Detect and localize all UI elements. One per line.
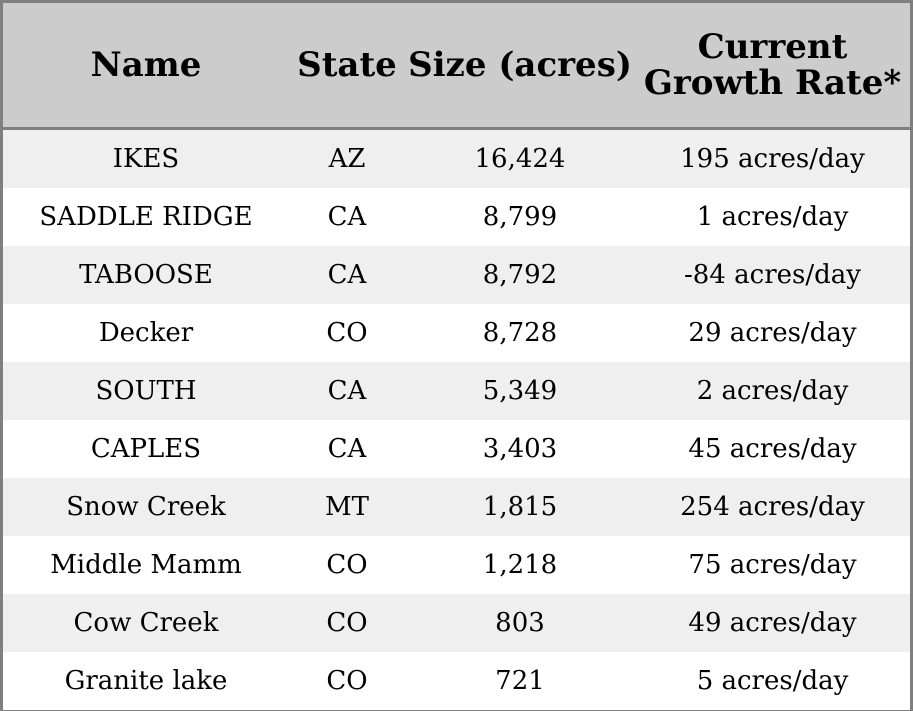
table-row: TABOOSE CA 8,792 -84 acres/day <box>3 246 910 304</box>
cell-name: Snow Creek <box>3 478 289 536</box>
cell-size: 8,799 <box>405 188 635 246</box>
cell-size: 1,218 <box>405 536 635 594</box>
table-row: Middle Mamm CO 1,218 75 acres/day <box>3 536 910 594</box>
table-row: IKES AZ 16,424 195 acres/day <box>3 128 910 188</box>
cell-name: CAPLES <box>3 420 289 478</box>
table-row: SOUTH CA 5,349 2 acres/day <box>3 362 910 420</box>
cell-name: Granite lake <box>3 652 289 710</box>
cell-name: Middle Mamm <box>3 536 289 594</box>
cell-state: CA <box>289 246 405 304</box>
cell-rate: 5 acres/day <box>635 652 910 710</box>
cell-state: AZ <box>289 128 405 188</box>
cell-state: MT <box>289 478 405 536</box>
cell-state: CO <box>289 594 405 652</box>
cell-rate: 75 acres/day <box>635 536 910 594</box>
cell-rate: 2 acres/day <box>635 362 910 420</box>
cell-rate: 45 acres/day <box>635 420 910 478</box>
cell-name: IKES <box>3 128 289 188</box>
cell-state: CO <box>289 652 405 710</box>
cell-size: 16,424 <box>405 128 635 188</box>
cell-size: 3,403 <box>405 420 635 478</box>
cell-name: SADDLE RIDGE <box>3 188 289 246</box>
table-row: CAPLES CA 3,403 45 acres/day <box>3 420 910 478</box>
cell-size: 803 <box>405 594 635 652</box>
header-growth-rate: Current Growth Rate* <box>635 3 910 130</box>
cell-rate: 1 acres/day <box>635 188 910 246</box>
cell-rate: 29 acres/day <box>635 304 910 362</box>
cell-size: 8,728 <box>405 304 635 362</box>
cell-size: 5,349 <box>405 362 635 420</box>
fire-table: Name State Size (acres) Current Growth R… <box>3 3 910 710</box>
cell-size: 721 <box>405 652 635 710</box>
cell-name: Decker <box>3 304 289 362</box>
cell-state: CA <box>289 362 405 420</box>
header-size: Size (acres) <box>405 3 635 130</box>
cell-rate: 254 acres/day <box>635 478 910 536</box>
table-row: Snow Creek MT 1,815 254 acres/day <box>3 478 910 536</box>
cell-size: 8,792 <box>405 246 635 304</box>
header-name: Name <box>3 3 289 130</box>
cell-state: CA <box>289 420 405 478</box>
cell-size: 1,815 <box>405 478 635 536</box>
cell-rate: -84 acres/day <box>635 246 910 304</box>
cell-state: CO <box>289 536 405 594</box>
cell-state: CA <box>289 188 405 246</box>
table-header-row: Name State Size (acres) Current Growth R… <box>3 3 910 130</box>
table-row: Granite lake CO 721 5 acres/day <box>3 652 910 710</box>
table-row: Cow Creek CO 803 49 acres/day <box>3 594 910 652</box>
cell-name: Cow Creek <box>3 594 289 652</box>
cell-rate: 49 acres/day <box>635 594 910 652</box>
cell-name: TABOOSE <box>3 246 289 304</box>
table-row: SADDLE RIDGE CA 8,799 1 acres/day <box>3 188 910 246</box>
cell-state: CO <box>289 304 405 362</box>
header-state: State <box>289 3 405 130</box>
cell-name: SOUTH <box>3 362 289 420</box>
cell-rate: 195 acres/day <box>635 128 910 188</box>
table-row: Decker CO 8,728 29 acres/day <box>3 304 910 362</box>
